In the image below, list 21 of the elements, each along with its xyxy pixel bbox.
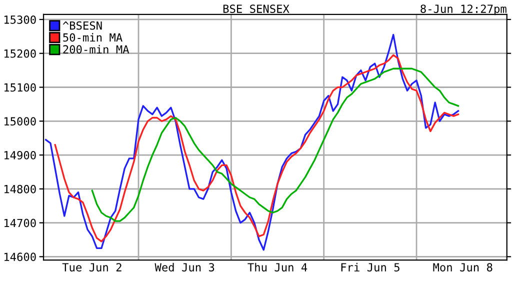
y-tick-label: 15100 — [4, 83, 36, 92]
y-tick-label: 14900 — [4, 151, 36, 160]
x-tick-label: Tue Jun 2 — [62, 263, 122, 272]
x-tick-label: Thu Jun 4 — [248, 262, 308, 272]
y-tick-label: 14700 — [4, 218, 36, 228]
annotation: 8-Jun 12:27pm — [420, 4, 506, 16]
x-tick-label: Fri Jun 5 — [341, 262, 400, 272]
y-tick-label: 15200 — [4, 49, 36, 58]
x-tick-label: Wed Jun 3 — [154, 262, 214, 272]
legend-label: 200-min MA — [63, 44, 130, 54]
legend-label: ^BSESN — [62, 21, 102, 30]
y-tick-label: 15000 — [4, 117, 36, 126]
legend-label: 50-min MA — [63, 33, 122, 42]
y-tick-label: 15300 — [4, 15, 36, 24]
y-tick-label: 14800 — [4, 184, 36, 194]
chart-title: BSE SENSEX — [223, 4, 290, 13]
line-series — [91, 68, 460, 222]
line-series — [54, 54, 460, 242]
y-tick-label: 14600 — [4, 252, 36, 262]
line-series — [45, 34, 460, 251]
x-tick-label: Mon Jun 8 — [433, 263, 492, 272]
